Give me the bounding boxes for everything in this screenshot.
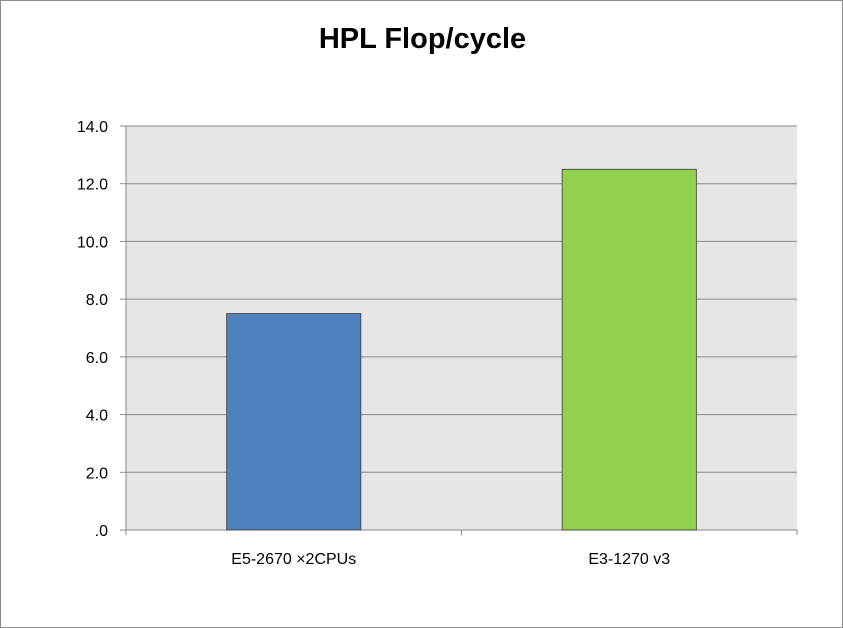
bars — [226, 168, 697, 531]
chart-title: HPL Flop/cycle — [318, 23, 527, 55]
labels: .0 2.0 4.0 6.0 8.0 10.0 12.0 14.0 E5-2670 ×2CPUs… — [77, 119, 670, 568]
x-category-label: E5-2670 ×2CPUs — [231, 551, 356, 568]
y-tick-label: 12.0 — [77, 177, 108, 194]
x-category-label: E3-1270 v3 — [588, 551, 670, 568]
y-tick-label: 8.0 — [86, 292, 108, 309]
y-tick-label: 4.0 — [86, 408, 108, 425]
y-tick-label: .0 — [95, 523, 108, 540]
y-tick-label: 10.0 — [77, 234, 108, 251]
y-tick-label: 2.0 — [86, 465, 108, 482]
bar — [561, 168, 697, 531]
y-tick-label: 6.0 — [86, 350, 108, 367]
bar — [226, 313, 362, 531]
y-tick-label: 14.0 — [77, 119, 108, 136]
